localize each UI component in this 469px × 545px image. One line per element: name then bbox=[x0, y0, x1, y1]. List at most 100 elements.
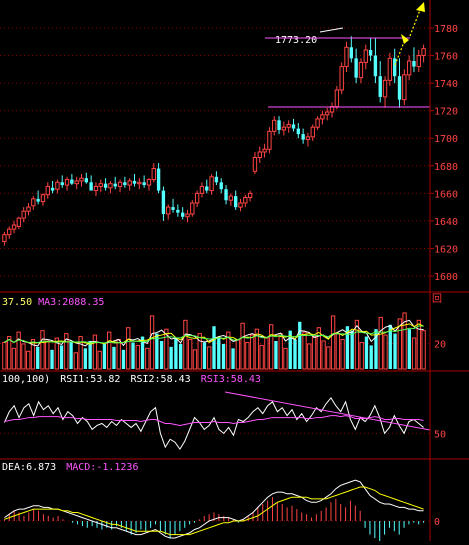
price-candle-body bbox=[373, 55, 378, 77]
price-candle-body bbox=[113, 183, 117, 187]
volume-bar bbox=[350, 330, 354, 369]
volume-bar bbox=[107, 331, 112, 370]
price-candle-body bbox=[228, 195, 234, 201]
volume-bar bbox=[59, 345, 64, 369]
price-candle-body bbox=[325, 111, 330, 116]
volume-bar bbox=[340, 339, 345, 370]
price-candle-body bbox=[382, 79, 388, 98]
price-candle-body bbox=[349, 47, 354, 59]
volume-bar bbox=[149, 315, 155, 370]
price-tick-label: 1760 bbox=[434, 52, 458, 63]
volume-bar bbox=[245, 341, 250, 370]
price-candle-body bbox=[103, 183, 108, 188]
volume-bar bbox=[131, 342, 135, 369]
price-candle-body bbox=[257, 151, 262, 159]
price-candle-body bbox=[363, 49, 368, 63]
volume-bar bbox=[397, 318, 402, 370]
rsi-trendline bbox=[224, 391, 431, 431]
price-candle-body bbox=[344, 46, 349, 68]
volume-bar bbox=[269, 324, 274, 370]
volume-bar bbox=[311, 336, 317, 370]
volume-bar bbox=[274, 340, 278, 369]
price-candle-body bbox=[11, 224, 17, 230]
rsi-series-line-3 bbox=[4, 415, 424, 426]
price-candle-body bbox=[252, 157, 258, 172]
volume-bar bbox=[92, 334, 98, 370]
price-candle-body bbox=[70, 179, 74, 184]
volume-bar bbox=[45, 340, 50, 370]
price-candle-body bbox=[151, 168, 156, 181]
price-candle-body bbox=[247, 192, 253, 198]
price-candle-body bbox=[79, 177, 84, 182]
macd-dea-line bbox=[4, 486, 424, 536]
price-candle-body bbox=[205, 186, 209, 191]
volume-bar bbox=[240, 322, 245, 370]
price-candle-body bbox=[40, 194, 46, 203]
volume-bar bbox=[321, 340, 326, 370]
volume-bar bbox=[116, 339, 121, 370]
volume-bar bbox=[307, 343, 312, 370]
price-candle-body bbox=[60, 182, 64, 186]
price-tick-label: 1740 bbox=[434, 79, 458, 90]
volume-bar bbox=[298, 321, 302, 369]
price-candle-body bbox=[291, 124, 296, 129]
volume-bar bbox=[345, 326, 350, 369]
price-candle-body bbox=[320, 114, 325, 120]
volume-legend-unit: 回 bbox=[432, 293, 442, 305]
volume-bar bbox=[178, 343, 183, 369]
volume-bar bbox=[221, 343, 226, 369]
price-candle-body bbox=[267, 130, 272, 150]
resistance-marker bbox=[319, 27, 344, 33]
volume-bar bbox=[6, 336, 12, 370]
price-candle-body bbox=[277, 120, 281, 130]
price-candle-body bbox=[26, 206, 31, 212]
price-candle-body bbox=[50, 187, 55, 191]
forecast-arrows bbox=[394, 2, 425, 66]
rsi-legend: 100,100) RSI1:53.82 RSI2:58.43 RSI3:58.4… bbox=[2, 374, 261, 385]
volume-bar bbox=[326, 346, 331, 370]
price-candle-body bbox=[194, 192, 200, 204]
volume-bar bbox=[259, 344, 264, 370]
volume-bar bbox=[102, 343, 107, 369]
price-candle-body bbox=[176, 209, 180, 213]
volume-bar bbox=[26, 350, 31, 370]
volume-bar bbox=[97, 350, 102, 370]
price-candle-body bbox=[339, 66, 344, 91]
volume-bar bbox=[393, 333, 397, 369]
volume-bar bbox=[83, 348, 88, 369]
price-candle-body bbox=[127, 180, 132, 186]
rsi-params: 100,100) bbox=[2, 374, 50, 385]
volume-bar bbox=[421, 330, 426, 370]
price-candle-body bbox=[368, 50, 373, 56]
price-candle-body bbox=[402, 74, 407, 101]
price-candle-body bbox=[406, 60, 412, 76]
volume-bar bbox=[212, 326, 216, 369]
volume-bar bbox=[64, 333, 69, 370]
price-tick-label: 1700 bbox=[434, 134, 458, 145]
price-candle-body bbox=[358, 61, 364, 79]
price-panel: 1600 1620 1640 1660 1680 1700 1720 1740 1760 1780… bbox=[0, 2, 458, 283]
price-candle-body bbox=[74, 180, 79, 185]
price-tick-label: 1720 bbox=[434, 107, 458, 118]
price-candle-body bbox=[281, 126, 287, 131]
volume-bar bbox=[288, 330, 292, 369]
volume-bar bbox=[378, 316, 383, 370]
price-candle-body bbox=[98, 183, 103, 187]
price-candle-body bbox=[84, 178, 89, 183]
volume-bar bbox=[330, 315, 336, 370]
volume-bar bbox=[30, 339, 36, 370]
price-peak-annotation: 1773.20 bbox=[275, 35, 317, 46]
volume-bar bbox=[36, 346, 40, 369]
price-candle-body bbox=[334, 89, 340, 108]
price-candle-body bbox=[214, 176, 219, 183]
price-candle-body bbox=[93, 185, 99, 192]
volume-bar bbox=[364, 336, 369, 369]
price-candle-body bbox=[243, 196, 248, 204]
price-candle-body bbox=[190, 202, 195, 215]
price-candle-body bbox=[31, 198, 36, 207]
volume-bar bbox=[21, 343, 26, 370]
volume-bar bbox=[231, 348, 235, 369]
price-candle-body bbox=[142, 182, 146, 186]
volume-ma10-line bbox=[4, 325, 424, 344]
